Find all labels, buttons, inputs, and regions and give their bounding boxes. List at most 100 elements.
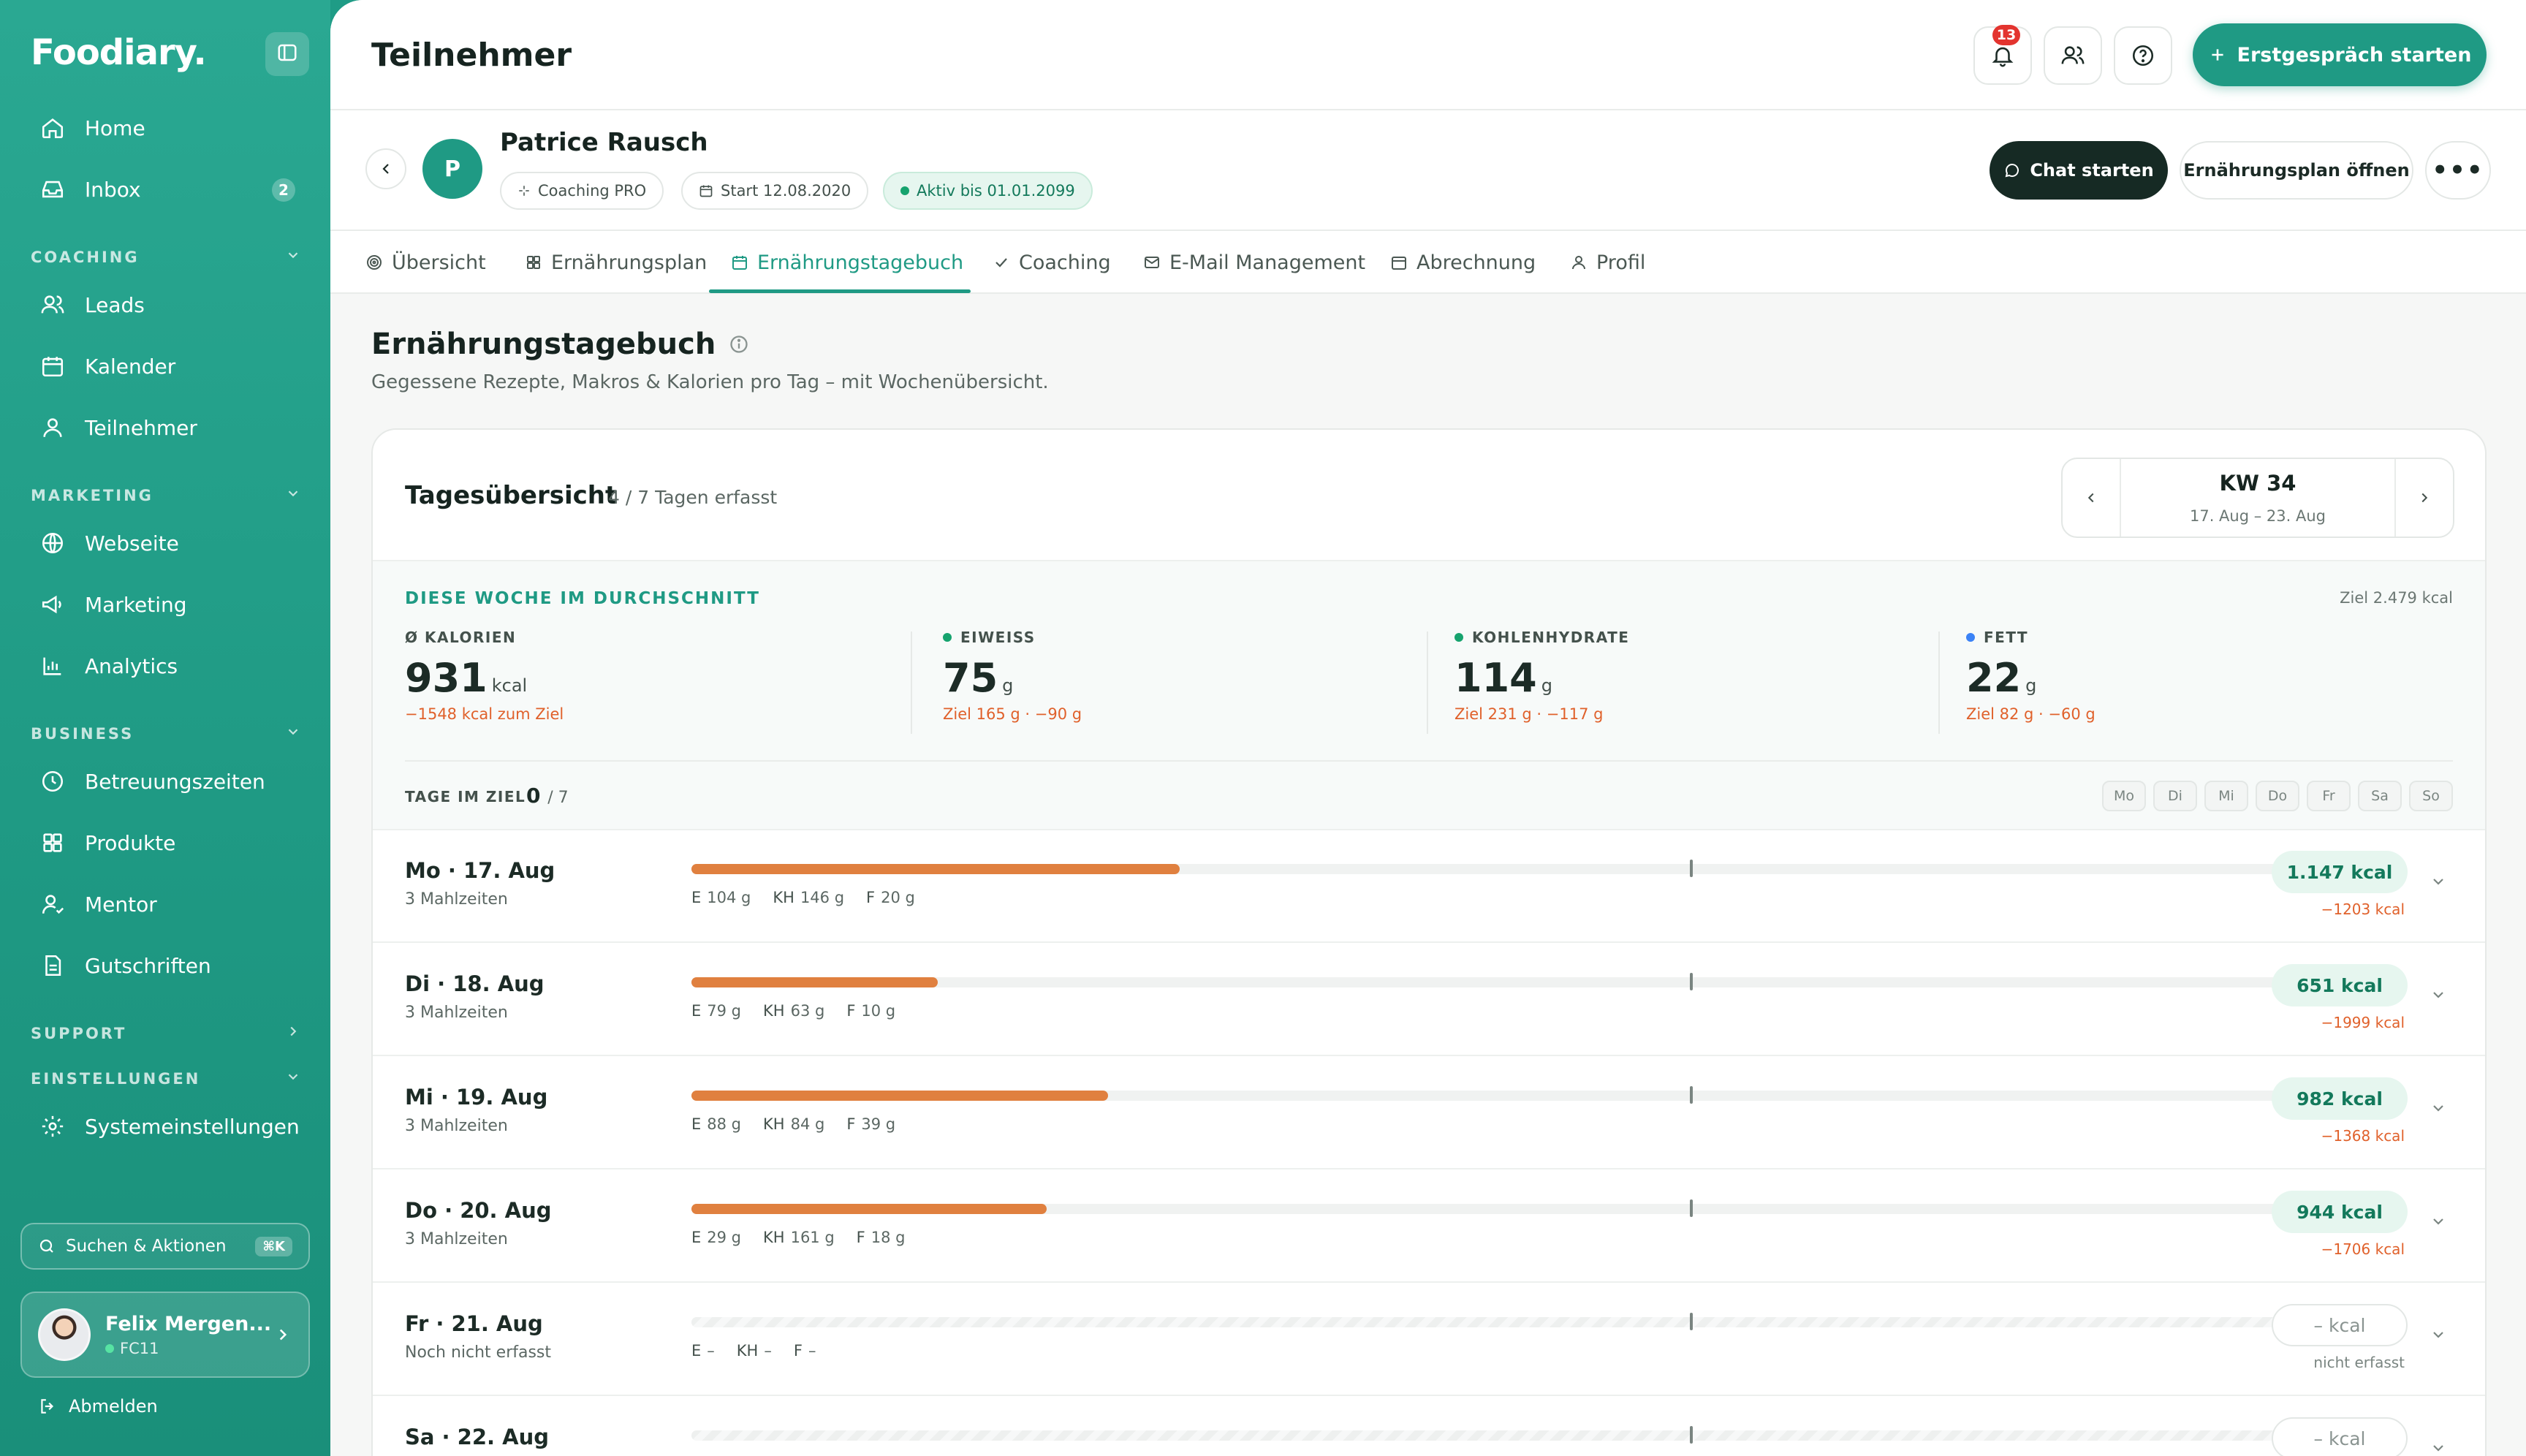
chat-start-button[interactable]: Chat starten [1990,141,2168,200]
days-value: 0 [526,784,541,808]
more-options-button[interactable]: ••• [2425,141,2491,200]
sidebar-collapse-button[interactable] [265,32,309,76]
sidebar-item-leads[interactable]: Leads [20,279,310,330]
daily-overview-card: Tagesübersicht 4 / 7 Tagen erfasst KW 34… [371,428,2487,1456]
notification-count-badge: 13 [1992,25,2020,45]
week-range: 17. Aug – 23. Aug [2189,507,2326,525]
brand-logo[interactable]: Foodiary. [31,32,207,73]
sidebar-item-home[interactable]: Home [20,102,310,153]
users-icon [38,290,67,319]
help-button[interactable] [2114,26,2172,85]
weekday-pills: Mo Di Mi Do Fr Sa So [2102,781,2453,811]
client-avatar: P [422,139,482,199]
calorie-progress-fill [691,1091,1109,1101]
stat-unit: g [2025,675,2037,696]
chevron-down-icon [2430,1213,2447,1230]
calorie-progress-fill [691,1204,1047,1214]
day-subtitle: 3 Mahlzeiten [405,1230,508,1248]
divider [1938,632,1940,734]
inbox-count-badge: 2 [272,178,295,202]
sidebar-item-label: Betreuungszeiten [85,769,265,794]
protein-dot [943,633,952,642]
tab-label: Profil [1596,251,1646,274]
stat-key-row: KOHLENHYDRATE [1454,629,1937,646]
tab-profil[interactable]: Profil [1569,231,1647,294]
team-button[interactable] [2044,26,2102,85]
info-icon[interactable] [729,334,749,354]
user-code: FC11 [120,1339,159,1357]
sidebar-item-marketing[interactable]: Marketing [20,579,310,630]
day-row[interactable]: Do · 20. Aug 3 Mahlzeiten E 29 g KH 161 g … [373,1170,2485,1283]
tab-ernaehrungsplan[interactable]: Ernährungsplan [523,231,708,294]
start-consultation-button[interactable]: Erstgespräch starten [2193,23,2487,86]
previous-week-button[interactable] [2063,459,2121,536]
bar-chart-icon [38,651,67,680]
section-marketing[interactable]: MARKETING [31,485,301,505]
open-nutrition-plan-button[interactable]: Ernährungsplan öffnen [2180,141,2413,200]
notifications-button[interactable]: 13 [1973,25,2032,85]
day-row[interactable]: Fr · 21. Aug Noch nicht erfasst E – KH – F… [373,1284,2485,1396]
macro-carbs: KH – [736,1342,772,1360]
weekday-pill: Sa [2358,781,2402,811]
calorie-progress-track [691,1426,2285,1444]
section-einstellungen[interactable]: EINSTELLUNGEN [31,1069,301,1088]
expand-day-button[interactable] [2424,980,2453,1009]
stat-value: 114 [1454,655,1537,701]
active-status-dot [900,186,909,195]
day-row[interactable]: Di · 18. Aug 3 Mahlzeiten E 79 g KH 63 g F… [373,944,2485,1056]
user-profile-card[interactable]: Felix Mergen... FC11 [20,1292,310,1378]
goal-marker [1690,860,1693,877]
tab-ernaehrungstagebuch[interactable]: Ernährungstagebuch [729,231,965,294]
sidebar-item-systemeinstellungen[interactable]: Systemeinstellungen [20,1101,310,1152]
section-title-text: Ernährungstagebuch [371,327,716,361]
chevron-down-icon [285,485,301,505]
chat-icon [2003,162,2021,179]
expand-day-button[interactable] [2424,1093,2453,1123]
tab-uebersicht[interactable]: Übersicht [364,231,488,294]
stat-value: 22 [1966,655,2022,701]
plan-chip: Coaching PRO [500,172,664,210]
section-coaching[interactable]: COACHING [31,247,301,267]
logout-button[interactable]: Abmelden [38,1396,158,1417]
day-row[interactable]: Sa · 22. Aug – kcal [373,1397,2485,1456]
sidebar-item-gutschriften[interactable]: Gutschriften [20,940,310,991]
next-week-button[interactable] [2394,459,2453,536]
day-subtitle: 3 Mahlzeiten [405,1004,508,1022]
tab-email-management[interactable]: E-Mail Management [1142,231,1367,294]
expand-day-button[interactable] [2424,1320,2453,1349]
tab-abrechnung[interactable]: Abrechnung [1389,231,1537,294]
macro-carbs: KH 146 g [773,889,845,906]
sidebar-item-mentor[interactable]: Mentor [20,879,310,930]
sidebar-toggle-icon [276,42,298,67]
section-business[interactable]: BUSINESS [31,724,301,743]
users-icon [2060,43,2085,68]
sidebar-item-label: Gutschriften [85,953,211,978]
sidebar-item-produkte[interactable]: Produkte [20,817,310,868]
logout-label: Abmelden [69,1396,158,1417]
sidebar-item-kalender[interactable]: Kalender [20,341,310,392]
chevron-down-icon [285,247,301,267]
sidebar-item-analytics[interactable]: Analytics [20,640,310,691]
expand-day-button[interactable] [2424,867,2453,896]
stat-unit: kcal [491,675,528,696]
sidebar-item-teilnehmer[interactable]: Teilnehmer [20,402,310,453]
section-support[interactable]: SUPPORT [31,1023,301,1043]
client-header: P Patrice Rausch Coaching PRO Start 12.0… [330,110,2526,231]
sidebar-item-inbox[interactable]: Inbox 2 [20,164,310,215]
macro-carbs: KH 161 g [763,1229,835,1246]
day-row[interactable]: Mi · 19. Aug 3 Mahlzeiten E 88 g KH 84 g F… [373,1057,2485,1169]
expand-day-button[interactable] [2424,1207,2453,1236]
search-actions-button[interactable]: Suchen & Aktionen ⌘K [20,1223,310,1270]
chevron-down-icon [2430,1439,2447,1456]
calorie-progress-track [691,973,2285,990]
macro-values: E 79 g KH 63 g F 10 g [691,1002,895,1020]
expand-day-button[interactable] [2424,1433,2453,1456]
day-row[interactable]: Mo · 17. Aug 3 Mahlzeiten E 104 g KH 146 g… [373,830,2485,943]
weekday-pill: Do [2256,781,2299,811]
page-title: Teilnehmer [371,37,572,74]
sidebar-item-label: Analytics [85,653,178,678]
tab-coaching[interactable]: Coaching [991,231,1112,294]
back-button[interactable] [365,148,406,189]
sidebar-item-webseite[interactable]: Webseite [20,517,310,569]
sidebar-item-betreuungszeiten[interactable]: Betreuungszeiten [20,756,310,807]
